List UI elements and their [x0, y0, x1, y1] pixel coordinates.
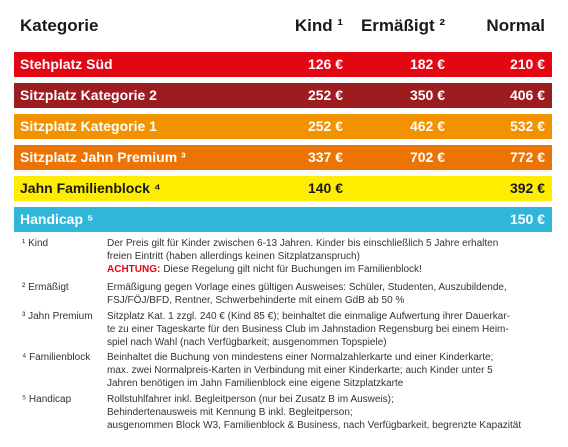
footnote-text: te zu einer Tageskarte für den Business …: [107, 324, 509, 335]
footnote-text: max. zwei Normalpreis-Karten in Verbindu…: [107, 365, 493, 376]
table-row: Sitzplatz Kategorie 1 252 € 462 € 532 €: [14, 114, 552, 139]
row-label: Sitzplatz Jahn Premium ³: [20, 149, 186, 165]
table-row: Sitzplatz Kategorie 2 252 € 350 € 406 €: [14, 83, 552, 108]
table-row: Sitzplatz Jahn Premium ³ 337 € 702 € 772 €: [14, 145, 552, 170]
price-cell: 210 €: [509, 56, 545, 72]
table-row: Handicap ⁵ 150 €: [14, 207, 552, 232]
footnote-text: Rollstuhlfahrer inkl. Begleitperson (nur…: [107, 394, 394, 405]
footnote-text: ausgenommen Block W3, Familienblock & Bu…: [107, 420, 522, 431]
price-cell: 337 €: [307, 149, 343, 165]
footnote-text: Beinhaltet die Buchung von mindestens ei…: [107, 352, 494, 363]
price-cell: 462 €: [409, 118, 445, 134]
price-cell: 350 €: [409, 87, 445, 103]
footnote-label: ³ Jahn Premium: [22, 311, 93, 322]
footnote-text: Der Preis gilt für Kinder zwischen 6-13 …: [107, 238, 499, 249]
price-cell: 772 €: [509, 149, 545, 165]
header-cell: Ermäßigt ²: [360, 16, 445, 35]
row-label: Jahn Familienblock ⁴: [20, 180, 161, 196]
price-cell: 252 €: [307, 118, 343, 134]
warning-text: Diese Regelung gilt nicht für Buchungen …: [163, 264, 422, 275]
warning-label: ACHTUNG:: [107, 264, 161, 275]
table-row: Stehplatz Süd 126 € 182 € 210 €: [14, 52, 552, 77]
row-label: Stehplatz Süd: [20, 56, 113, 72]
price-cell: 150 €: [509, 211, 545, 227]
footnote-label: ¹ Kind: [22, 238, 49, 249]
row-label: Handicap ⁵: [20, 211, 94, 227]
header-cell: Kategorie: [20, 16, 99, 35]
row-label: Sitzplatz Kategorie 2: [20, 87, 157, 103]
price-cell: 140 €: [307, 180, 343, 196]
footnote-text: Ermäßigung gegen Vorlage eines gültigen …: [107, 282, 507, 293]
footnote-label: ² Ermäßigt: [22, 282, 69, 293]
footnote-text: FSJ/FÖJ/BFD, Rentner, Schwerbehinderte m…: [107, 295, 405, 306]
footnote-text: spiel nach Wahl (nach Verfügbarkeit; aus…: [107, 337, 387, 348]
footnote-text: freien Eintritt (haben allerdings keinen…: [107, 251, 360, 262]
footnote-label: ⁵ Handicap: [22, 394, 72, 405]
price-cell: 392 €: [509, 180, 545, 196]
footnote-warning: ACHTUNG: Diese Regelung gilt nicht für Bu…: [107, 263, 422, 276]
row-label: Sitzplatz Kategorie 1: [20, 118, 157, 134]
footnote-text: Jahren benötigen im Jahn Familienblock e…: [107, 378, 404, 389]
price-cell: 182 €: [409, 56, 445, 72]
header-cell: Normal: [486, 16, 545, 35]
header-cell: Kind ¹: [294, 16, 343, 35]
footnote-text: Sitzplatz Kat. 1 zzgl. 240 € (Kind 85 €)…: [107, 311, 510, 322]
table-row: Jahn Familienblock ⁴ 140 € 392 €: [14, 176, 552, 201]
price-cell: 532 €: [509, 118, 545, 134]
footnote-text: Behindertenausweis mit Kennung B inkl. B…: [107, 407, 353, 418]
price-cell: 126 €: [307, 56, 343, 72]
footnote-label: ⁴ Familienblock: [22, 352, 91, 363]
price-cell: 252 €: [307, 87, 343, 103]
price-cell: 406 €: [509, 87, 545, 103]
price-cell: 702 €: [409, 149, 445, 165]
